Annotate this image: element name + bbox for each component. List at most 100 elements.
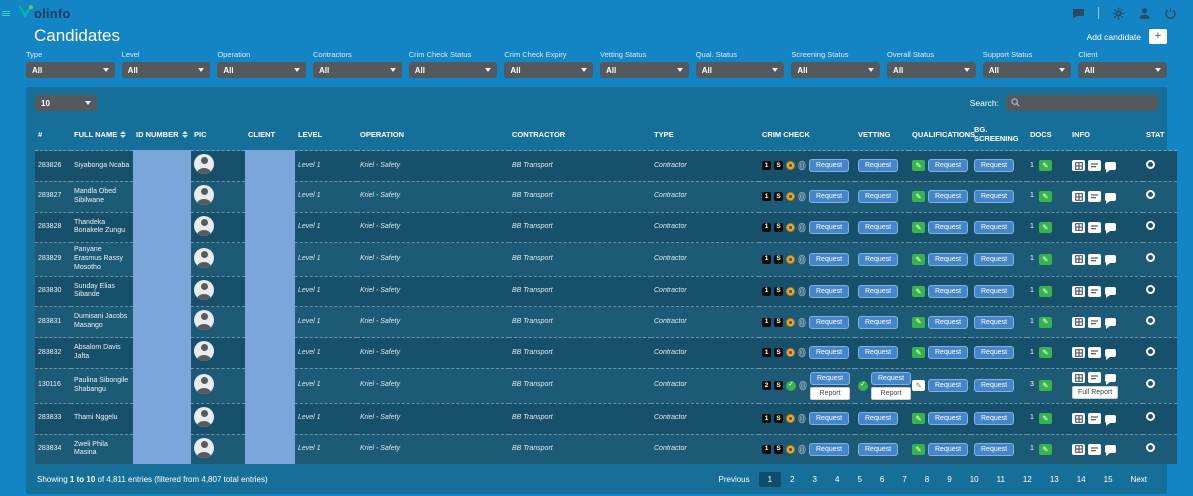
request-button[interactable]: Request bbox=[858, 190, 899, 204]
request-button[interactable]: Request bbox=[858, 412, 899, 426]
id-card-icon[interactable] bbox=[1088, 372, 1101, 384]
profile-card-icon[interactable] bbox=[1072, 347, 1085, 359]
profile-card-icon[interactable] bbox=[1072, 160, 1085, 172]
pagination-previous[interactable]: Previous bbox=[718, 474, 750, 484]
gear-icon[interactable] bbox=[1112, 7, 1125, 20]
user-icon[interactable] bbox=[1138, 7, 1151, 20]
request-button[interactable]: Request bbox=[809, 220, 850, 234]
request-button[interactable]: Request bbox=[928, 379, 969, 393]
id-card-icon[interactable] bbox=[1088, 443, 1101, 455]
profile-card-icon[interactable] bbox=[1072, 253, 1085, 265]
pencil-icon[interactable]: ✎ bbox=[912, 221, 925, 233]
request-button[interactable]: Request bbox=[974, 346, 1015, 360]
status-ring-icon[interactable] bbox=[1146, 443, 1155, 452]
status-ring-icon[interactable] bbox=[1146, 346, 1155, 356]
pagination-page-8[interactable]: 8 bbox=[924, 474, 930, 484]
sort-icon[interactable] bbox=[120, 131, 127, 139]
id-card-icon[interactable] bbox=[1088, 285, 1101, 297]
request-button[interactable]: Request bbox=[858, 442, 899, 456]
request-button[interactable]: Request bbox=[928, 190, 969, 204]
pagination-page-5[interactable]: 5 bbox=[857, 474, 862, 484]
attachment-icon[interactable]: ✎ bbox=[1038, 316, 1052, 328]
comment-icon[interactable] bbox=[1105, 255, 1116, 267]
pencil-icon[interactable]: ✎ bbox=[912, 443, 925, 455]
pencil-icon[interactable]: ✎ bbox=[912, 316, 925, 328]
request-button[interactable]: Request bbox=[974, 252, 1015, 266]
request-button[interactable]: Request bbox=[974, 220, 1015, 234]
attachment-icon[interactable]: ✎ bbox=[1038, 221, 1052, 233]
pencil-icon[interactable]: ✎ bbox=[912, 413, 925, 425]
report-button[interactable]: Report bbox=[871, 386, 912, 400]
request-button[interactable]: Request bbox=[928, 220, 969, 234]
profile-card-icon[interactable] bbox=[1072, 413, 1085, 425]
id-card-icon[interactable] bbox=[1088, 413, 1101, 425]
profile-card-icon[interactable] bbox=[1072, 443, 1085, 455]
request-button[interactable]: Request bbox=[928, 442, 969, 456]
status-ring-icon[interactable] bbox=[1146, 190, 1155, 200]
pagination-page-12[interactable]: 12 bbox=[1022, 474, 1032, 484]
attachment-icon[interactable]: ✎ bbox=[1038, 413, 1052, 425]
filter-select-qual-status[interactable]: All bbox=[695, 62, 785, 78]
pagination-next[interactable]: Next bbox=[1130, 474, 1147, 484]
request-button[interactable]: Request bbox=[928, 315, 969, 329]
request-button[interactable]: Request bbox=[974, 284, 1015, 298]
comment-icon[interactable] bbox=[1105, 161, 1116, 173]
id-card-icon[interactable] bbox=[1088, 253, 1101, 265]
page-size-select[interactable]: 10 bbox=[35, 95, 97, 111]
request-button[interactable]: Request bbox=[809, 190, 850, 204]
column-header-full-name[interactable]: FULL NAME bbox=[71, 118, 133, 151]
profile-card-icon[interactable] bbox=[1072, 372, 1085, 384]
pagination-page-14[interactable]: 14 bbox=[1076, 474, 1086, 484]
power-icon[interactable] bbox=[1164, 7, 1177, 20]
pagination-page-3[interactable]: 3 bbox=[812, 474, 817, 484]
request-button[interactable]: Request bbox=[928, 159, 969, 173]
status-ring-icon[interactable] bbox=[1146, 253, 1155, 262]
pagination-page-11[interactable]: 11 bbox=[996, 474, 1005, 484]
pencil-icon[interactable]: ✎ bbox=[912, 380, 925, 392]
filter-select-contractors[interactable]: All bbox=[313, 62, 402, 78]
request-button[interactable]: Request bbox=[974, 315, 1015, 329]
request-button[interactable]: Request bbox=[974, 412, 1015, 426]
request-button[interactable]: Request bbox=[809, 412, 850, 426]
pagination-page-4[interactable]: 4 bbox=[834, 474, 840, 484]
pagination-page-9[interactable]: 9 bbox=[947, 474, 952, 484]
id-card-icon[interactable] bbox=[1088, 347, 1101, 359]
pagination-page-15[interactable]: 15 bbox=[1103, 474, 1113, 484]
request-button[interactable]: Request bbox=[809, 284, 850, 298]
id-card-icon[interactable] bbox=[1088, 316, 1101, 328]
sort-icon[interactable] bbox=[181, 131, 188, 139]
report-button[interactable]: Report bbox=[810, 386, 851, 400]
column-header-id-number[interactable]: ID NUMBER bbox=[133, 118, 191, 151]
attachment-icon[interactable]: ✎ bbox=[1038, 380, 1052, 392]
add-candidate-button[interactable]: + bbox=[1149, 29, 1167, 44]
filter-select-client[interactable]: All bbox=[1078, 62, 1168, 78]
pagination-page-13[interactable]: 13 bbox=[1049, 474, 1059, 484]
profile-card-icon[interactable] bbox=[1072, 285, 1085, 297]
request-button[interactable]: Request bbox=[858, 284, 899, 298]
filter-select-crim-check-status[interactable]: All bbox=[408, 62, 498, 78]
comment-icon[interactable] bbox=[1105, 414, 1116, 426]
request-button[interactable]: Request bbox=[928, 252, 969, 266]
pencil-icon[interactable]: ✎ bbox=[912, 347, 925, 359]
attachment-icon[interactable]: ✎ bbox=[1038, 160, 1052, 172]
id-card-icon[interactable] bbox=[1088, 160, 1101, 172]
pagination-page-7[interactable]: 7 bbox=[902, 474, 907, 484]
request-button[interactable]: Request bbox=[858, 159, 899, 173]
request-button[interactable]: Request bbox=[858, 252, 899, 266]
attachment-icon[interactable]: ✎ bbox=[1038, 191, 1052, 203]
comment-icon[interactable] bbox=[1105, 318, 1116, 330]
status-ring-icon[interactable] bbox=[1146, 315, 1155, 325]
comment-icon[interactable] bbox=[1105, 192, 1116, 204]
request-button[interactable]: Request bbox=[928, 346, 969, 360]
id-card-icon[interactable] bbox=[1088, 221, 1101, 233]
status-ring-icon[interactable] bbox=[1146, 285, 1155, 294]
filter-select-screening-status[interactable]: All bbox=[791, 62, 881, 78]
attachment-icon[interactable]: ✎ bbox=[1038, 443, 1052, 455]
menu-icon[interactable] bbox=[2, 10, 10, 16]
request-button[interactable]: Request bbox=[809, 159, 850, 173]
pagination-page-6[interactable]: 6 bbox=[879, 474, 885, 484]
profile-card-icon[interactable] bbox=[1072, 316, 1085, 328]
request-button[interactable]: Request bbox=[810, 371, 851, 385]
filter-select-overall-status[interactable]: All bbox=[887, 62, 976, 78]
request-button[interactable]: Request bbox=[928, 412, 969, 426]
